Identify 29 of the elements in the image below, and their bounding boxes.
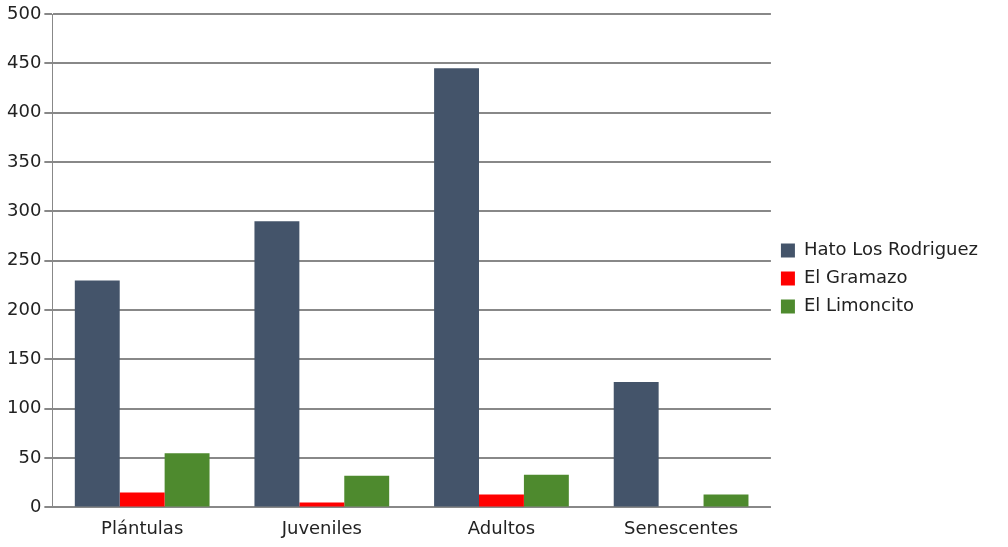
y-tick-label: 500 [7, 1, 42, 23]
bar [254, 221, 300, 507]
bar [434, 68, 480, 507]
x-tick-label: Juveniles [280, 516, 362, 538]
bar [613, 382, 659, 507]
x-tick-label: Adultos [467, 516, 536, 538]
y-tick-label: 350 [7, 149, 42, 171]
bar [344, 475, 390, 507]
bar [523, 474, 569, 507]
legend-label: El Limoncito [803, 294, 914, 316]
bar [299, 502, 345, 507]
bar [74, 280, 120, 507]
y-tick-label: 400 [7, 100, 42, 122]
y-tick-label: 250 [7, 248, 42, 270]
y-tick-label: 200 [7, 297, 42, 319]
y-tick-label: 300 [7, 199, 42, 221]
bar [119, 492, 165, 507]
y-tick-label: 150 [7, 347, 42, 369]
legend-label: El Gramazo [803, 266, 908, 288]
y-tick-label: 0 [29, 495, 42, 517]
x-tick-label: Senescentes [623, 516, 739, 538]
bar [164, 453, 210, 507]
y-tick-label: 100 [7, 396, 42, 418]
y-tick-label: 50 [18, 445, 42, 467]
y-tick-label: 450 [7, 51, 42, 73]
x-tick-label: Plántulas [101, 516, 184, 538]
legend-label: Hato Los Rodriguez [803, 238, 978, 260]
bar [703, 494, 749, 507]
bar [479, 494, 524, 507]
